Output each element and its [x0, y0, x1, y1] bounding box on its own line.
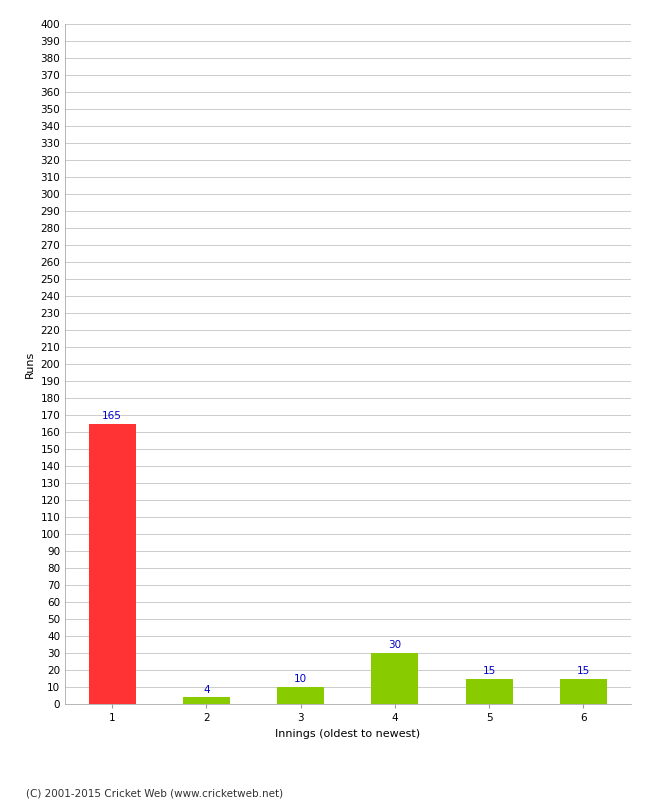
Bar — [560, 678, 607, 704]
Bar — [371, 653, 419, 704]
Text: (C) 2001-2015 Cricket Web (www.cricketweb.net): (C) 2001-2015 Cricket Web (www.cricketwe… — [26, 788, 283, 798]
Bar — [88, 423, 136, 704]
Bar — [183, 697, 230, 704]
Text: 15: 15 — [482, 666, 496, 676]
Text: 165: 165 — [102, 411, 122, 421]
X-axis label: Innings (oldest to newest): Innings (oldest to newest) — [275, 729, 421, 738]
Y-axis label: Runs: Runs — [25, 350, 35, 378]
Text: 15: 15 — [577, 666, 590, 676]
Bar — [465, 678, 513, 704]
Text: 10: 10 — [294, 674, 307, 685]
Bar — [277, 687, 324, 704]
Text: 4: 4 — [203, 685, 210, 694]
Text: 30: 30 — [388, 641, 402, 650]
